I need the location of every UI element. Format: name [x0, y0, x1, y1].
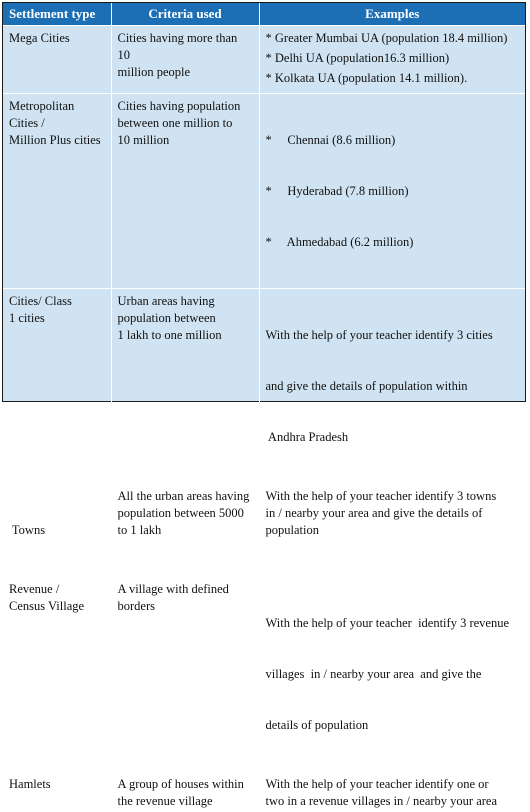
settlement-type-cell: Mega Cities — [3, 26, 111, 94]
example-text: details of population — [266, 717, 520, 734]
criteria-text: million people — [118, 64, 253, 81]
table-row: Metropolitan Cities / Million Plus citie… — [3, 94, 525, 289]
criteria-text: between one million to — [118, 115, 253, 132]
criteria-text: population between — [118, 310, 253, 327]
settlement-type-text: Metropolitan — [9, 98, 105, 115]
criteria-cell: Urban areas having population between 1 … — [111, 289, 259, 484]
settlement-type-cell: Towns — [3, 484, 111, 577]
examples-cell: With the help of your teacher identify 3… — [259, 484, 525, 577]
example-text: With the help of your teacher identify o… — [266, 776, 520, 793]
settlement-type-text: Hamlets — [9, 776, 105, 793]
settlement-table: Settlement type Criteria used Examples M… — [3, 3, 525, 812]
example-text: villages in / nearby your area and give … — [266, 666, 520, 683]
criteria-text: A village with defined — [118, 581, 253, 598]
settlement-type-cell: Hamlets — [3, 772, 111, 812]
example-text: * Delhi UA (population16.3 million) — [266, 50, 520, 67]
example-text: two in a revenue villages in / nearby yo… — [266, 793, 520, 810]
table-row: Towns All the urban areas having populat… — [3, 484, 525, 577]
example-text: * Greater Mumbai UA (population 18.4 mil… — [266, 30, 520, 47]
table-row: Revenue / Census Village A village with … — [3, 577, 525, 772]
examples-cell: * Greater Mumbai UA (population 18.4 mil… — [259, 26, 525, 94]
examples-cell: With the help of your teacher identify o… — [259, 772, 525, 812]
example-text: * Ahmedabad (6.2 million) — [266, 234, 520, 251]
table-header-row: Settlement type Criteria used Examples — [3, 3, 525, 26]
settlement-type-text: Mega Cities — [9, 30, 105, 47]
example-text: * Chennai (8.6 million) — [266, 132, 520, 149]
example-text: and give the details of population withi… — [266, 378, 520, 395]
settlement-type-text: Cities/ Class — [9, 293, 105, 310]
table-row: Cities/ Class 1 cities Urban areas havin… — [3, 289, 525, 484]
settlement-type-text: Million Plus cities — [9, 132, 105, 149]
criteria-text: population between 5000 — [118, 505, 253, 522]
criteria-text: 1 lakh to one million — [118, 327, 253, 344]
criteria-text: Cities having more than 10 — [118, 30, 253, 64]
example-text: population — [266, 522, 520, 539]
example-text: Andhra Pradesh — [266, 429, 520, 446]
criteria-text: Cities having population — [118, 98, 253, 115]
criteria-cell: Cities having population between one mil… — [111, 94, 259, 289]
criteria-text: borders — [118, 598, 253, 615]
example-text: in / nearby your area and give the detai… — [266, 505, 520, 522]
example-text: With the help of your teacher identify 3… — [266, 488, 520, 505]
criteria-cell: A group of houses within the revenue vil… — [111, 772, 259, 812]
settlement-type-text: Cities / — [9, 115, 105, 132]
settlement-type-text: Census Village — [9, 598, 105, 615]
examples-cell: With the help of your teacher identify 3… — [259, 577, 525, 772]
criteria-text: the revenue village — [118, 793, 253, 810]
example-text: With the help of your teacher identify 3… — [266, 327, 520, 344]
header-criteria-used: Criteria used — [111, 3, 259, 26]
settlement-type-cell: Revenue / Census Village — [3, 577, 111, 772]
criteria-text: 10 million — [118, 132, 253, 149]
header-settlement-type: Settlement type — [3, 3, 111, 26]
criteria-text: Urban areas having — [118, 293, 253, 310]
criteria-text: All the urban areas having — [118, 488, 253, 505]
settlement-type-text: Revenue / — [9, 581, 105, 598]
settlement-type-text: Towns — [9, 522, 105, 539]
table-row: Mega Cities Cities having more than 10 m… — [3, 26, 525, 94]
example-text: * Kolkata UA (population 14.1 million). — [266, 70, 520, 87]
table-row: Hamlets A group of houses within the rev… — [3, 772, 525, 812]
header-examples: Examples — [259, 3, 525, 26]
criteria-cell: A village with defined borders — [111, 577, 259, 772]
criteria-cell: All the urban areas having population be… — [111, 484, 259, 577]
example-text: With the help of your teacher identify 3… — [266, 615, 520, 632]
criteria-cell: Cities having more than 10 million peopl… — [111, 26, 259, 94]
settlement-type-cell: Cities/ Class 1 cities — [3, 289, 111, 484]
examples-cell: * Chennai (8.6 million) * Hyderabad (7.8… — [259, 94, 525, 289]
settlement-type-cell: Metropolitan Cities / Million Plus citie… — [3, 94, 111, 289]
settlement-table-container: Settlement type Criteria used Examples M… — [2, 2, 526, 402]
examples-cell: With the help of your teacher identify 3… — [259, 289, 525, 484]
criteria-text: to 1 lakh — [118, 522, 253, 539]
criteria-text: A group of houses within — [118, 776, 253, 793]
example-text: * Hyderabad (7.8 million) — [266, 183, 520, 200]
settlement-type-text: 1 cities — [9, 310, 105, 327]
